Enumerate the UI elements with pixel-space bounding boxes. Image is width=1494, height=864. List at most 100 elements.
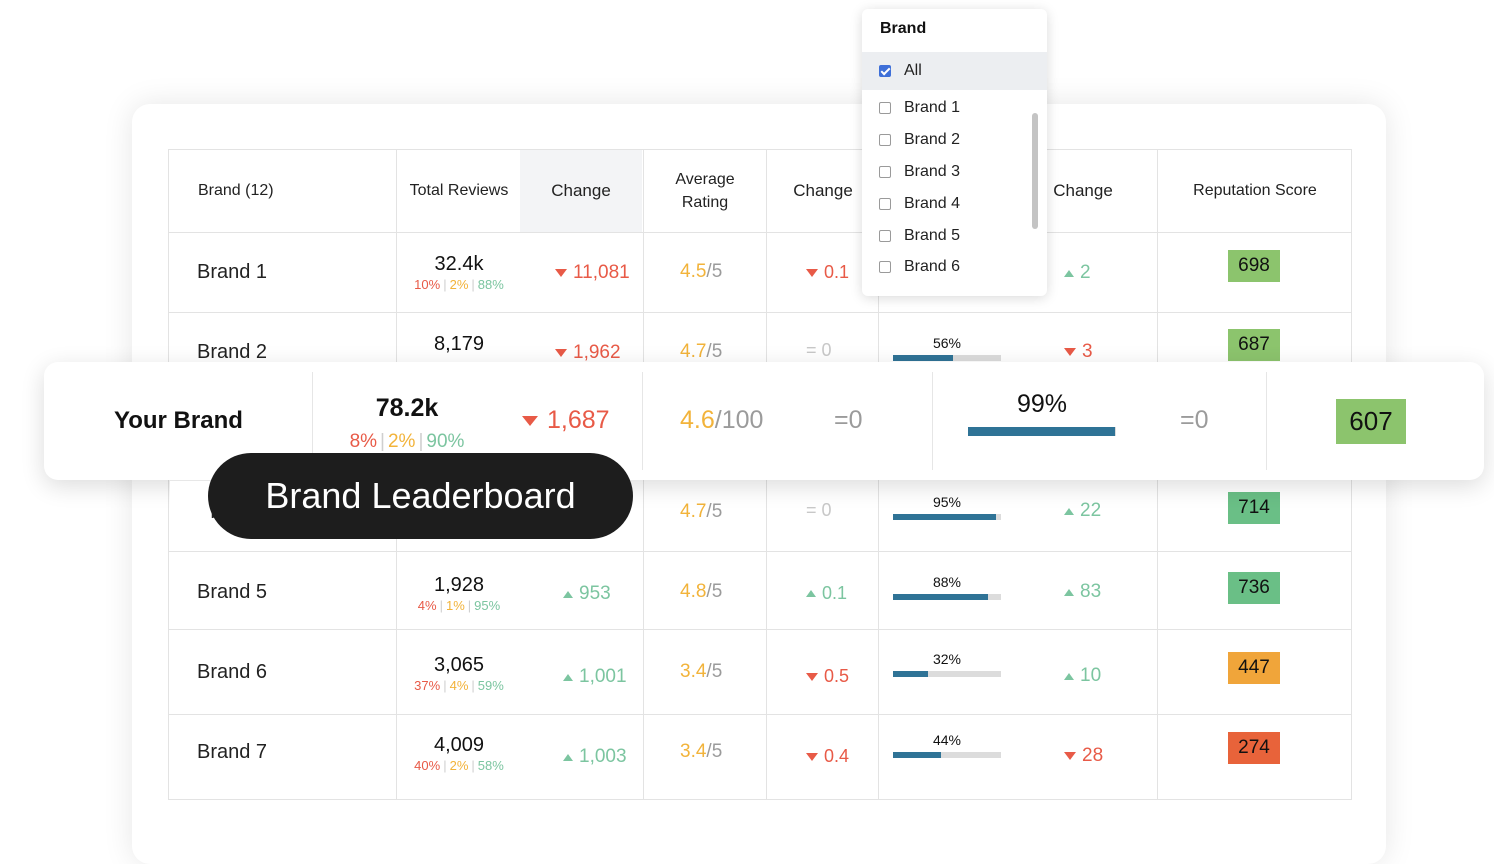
total-count: 8,179 bbox=[433, 333, 485, 355]
header-average-rating[interactable]: Average Rating bbox=[644, 149, 766, 232]
arrow-up-icon bbox=[563, 590, 573, 598]
row-brand-name[interactable]: Brand 6 bbox=[197, 661, 268, 683]
your-brand-total-reviews: 78.2k 8% | 2% | 90% bbox=[336, 394, 478, 453]
dropdown-option[interactable]: Brand 6 bbox=[879, 258, 960, 276]
average-rating: 4.7/5 bbox=[680, 341, 723, 362]
sentiment-split: 8% | 2% | 90% bbox=[349, 431, 465, 452]
dropdown-scrollbar[interactable] bbox=[1032, 113, 1038, 229]
rating-change: = 0 bbox=[806, 340, 832, 360]
sentiment-percent: 32% bbox=[932, 651, 962, 667]
average-rating: 4.5/5 bbox=[680, 261, 723, 282]
change-header-highlight bbox=[520, 150, 642, 232]
header-reputation-score[interactable]: Reputation Score bbox=[1193, 182, 1317, 199]
dropdown-option[interactable]: Brand 5 bbox=[879, 227, 960, 245]
reputation-score-badge: 736 bbox=[1228, 572, 1280, 604]
header-rating-change[interactable]: Change bbox=[793, 181, 853, 200]
reputation-score-badge: 687 bbox=[1228, 329, 1280, 361]
total-count: 4,009 bbox=[433, 734, 485, 756]
sentiment-change: 28 bbox=[1064, 745, 1103, 767]
checkbox-icon[interactable] bbox=[879, 198, 891, 210]
reputation-score-badge: 447 bbox=[1228, 652, 1280, 684]
sentiment-bar-fill bbox=[968, 427, 1115, 436]
sentiment-bar: 88% bbox=[893, 574, 1001, 600]
sentiment-bar-fill bbox=[893, 671, 928, 677]
row-divider bbox=[168, 551, 1352, 552]
dropdown-title: Brand bbox=[880, 20, 927, 37]
total-count: 1,928 bbox=[433, 574, 485, 596]
checkbox-icon[interactable] bbox=[879, 166, 891, 178]
total-count: 3,065 bbox=[433, 654, 485, 676]
sentiment-split: 37% | 4% | 59% bbox=[414, 678, 504, 693]
your-brand-sentiment-change: =0 bbox=[1180, 406, 1209, 434]
reviews-change: 1,001 bbox=[563, 666, 627, 688]
col-divider bbox=[1266, 372, 1267, 470]
your-brand-rating-change: =0 bbox=[834, 406, 863, 434]
arrow-down-icon bbox=[806, 672, 818, 681]
average-rating: 4.7/5 bbox=[680, 501, 723, 522]
average-rating: 4.8/5 bbox=[680, 581, 723, 602]
dropdown-option[interactable]: Brand 4 bbox=[879, 195, 960, 213]
row-brand-name[interactable]: Brand 5 bbox=[197, 581, 268, 603]
arrow-up-icon bbox=[806, 590, 816, 597]
reviews-change: 1,962 bbox=[555, 342, 621, 364]
row-brand-name[interactable]: Brand 2 bbox=[197, 341, 268, 363]
reviews-change: 11,081 bbox=[555, 262, 630, 284]
arrow-down-icon bbox=[1064, 752, 1076, 760]
row-divider bbox=[168, 312, 1352, 313]
sentiment-percent: 56% bbox=[932, 335, 962, 351]
sentiment-bar-fill bbox=[893, 594, 989, 600]
your-brand-reviews-change: 1,687 bbox=[522, 406, 610, 435]
arrow-down-icon bbox=[522, 415, 538, 426]
col-divider bbox=[932, 372, 933, 470]
average-rating: 3.4/5 bbox=[680, 661, 723, 682]
sentiment-bar: 95% bbox=[893, 494, 1001, 520]
total-count: 78.2k bbox=[375, 394, 439, 422]
header-total-reviews[interactable]: Total Reviews bbox=[409, 182, 509, 199]
arrow-down-icon bbox=[806, 752, 818, 761]
sentiment-bar: 56% bbox=[893, 335, 1001, 361]
arrow-up-icon bbox=[1064, 672, 1074, 680]
arrow-up-icon bbox=[563, 673, 573, 681]
your-brand-row[interactable]: Your Brand 78.2k 8% | 2% | 90% 1,687 4.6/100… bbox=[44, 362, 1484, 480]
arrow-up-icon bbox=[563, 753, 573, 761]
header-average-rating-line1: Average bbox=[675, 170, 735, 188]
header-brand[interactable]: Brand (12) bbox=[198, 182, 274, 199]
dropdown-all-row[interactable] bbox=[862, 52, 1047, 90]
checkbox-icon[interactable] bbox=[879, 134, 891, 146]
checkbox-icon[interactable] bbox=[879, 261, 891, 273]
dropdown-option[interactable]: Brand 3 bbox=[879, 163, 960, 181]
sentiment-bar-fill bbox=[893, 514, 996, 520]
row-total-reviews: 4,009 40% | 2% | 58% bbox=[397, 734, 521, 773]
arrow-down-icon bbox=[555, 349, 567, 357]
arrow-down-icon bbox=[806, 268, 818, 277]
reviews-change: 1,003 bbox=[563, 746, 627, 768]
sentiment-bar: 44% bbox=[893, 732, 1001, 758]
row-divider bbox=[168, 714, 1352, 715]
sentiment-percent: 44% bbox=[932, 732, 962, 748]
row-divider bbox=[168, 629, 1352, 630]
dropdown-option[interactable]: Brand 1 bbox=[879, 99, 960, 117]
brand-filter-dropdown[interactable]: Brand All Brand 1 Brand 2 Brand 3 Brand … bbox=[862, 9, 1047, 296]
col-divider bbox=[642, 372, 643, 470]
total-count: 32.4k bbox=[434, 253, 484, 275]
row-brand-name[interactable]: Brand 7 bbox=[197, 741, 268, 763]
header-change[interactable]: Change bbox=[551, 181, 611, 200]
checkbox-checked-icon[interactable] bbox=[879, 65, 891, 77]
sentiment-percent: 99% bbox=[1016, 390, 1068, 418]
rating-change: 0.1 bbox=[806, 583, 847, 604]
header-sentiment-change[interactable]: Change bbox=[1053, 181, 1113, 200]
rating-change: 0.5 bbox=[806, 666, 849, 687]
dropdown-option[interactable]: Brand 2 bbox=[879, 131, 960, 149]
sentiment-change: 3 bbox=[1064, 341, 1093, 363]
arrow-up-icon bbox=[1064, 507, 1074, 515]
row-brand-name[interactable]: Brand 1 bbox=[197, 261, 268, 283]
checkbox-icon[interactable] bbox=[879, 230, 891, 242]
reputation-score-badge: 274 bbox=[1228, 732, 1280, 764]
rating-change: 0.4 bbox=[806, 746, 849, 767]
dropdown-option-all[interactable]: All bbox=[879, 62, 922, 80]
sentiment-change: 83 bbox=[1064, 581, 1101, 603]
checkbox-icon[interactable] bbox=[879, 102, 891, 114]
reviews-change: 953 bbox=[563, 583, 611, 605]
sentiment-bar: 32% bbox=[893, 651, 1001, 677]
row-total-reviews: 8,179 bbox=[397, 333, 521, 355]
